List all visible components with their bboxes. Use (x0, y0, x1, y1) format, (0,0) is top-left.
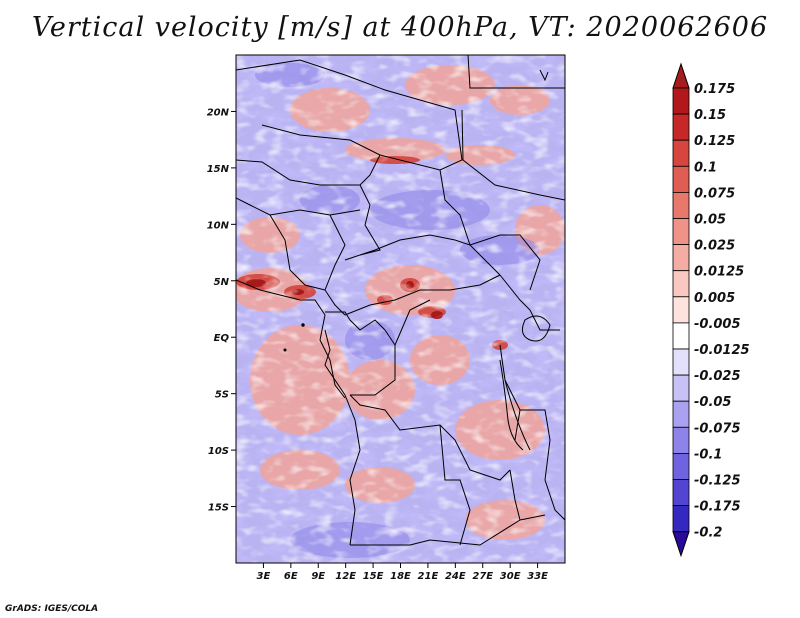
colorbar-swatch (672, 270, 690, 298)
colorbar-label: 0.0125 (694, 265, 744, 280)
colorbar-swatch (672, 400, 690, 428)
longitude-axis: 3E 6E 9E 12E 15E 18E 21E 24E 27E 30E 33E (257, 563, 548, 582)
colorbar-label: -0.025 (694, 369, 741, 384)
colorbar: 0.175 0.15 0.125 0.1 0.075 0.05 0.025 0.0125 0.0… (672, 62, 750, 558)
colorbar-top-arrow (672, 62, 690, 89)
lat-tick-label: 10N (207, 220, 230, 231)
lat-tick-label: EQ (214, 333, 230, 344)
lon-tick-label: 27E (472, 571, 493, 582)
lat-tick-label: 20N (207, 107, 230, 118)
colorbar-label: -0.175 (694, 500, 741, 515)
colorbar-label: -0.2 (694, 526, 722, 541)
colorbar-swatch (672, 218, 690, 246)
lon-tick-label: 18E (390, 571, 411, 582)
colorbar-label: 0.175 (694, 82, 735, 97)
colorbar-label: 0.1 (694, 160, 717, 175)
colorbar-swatch (672, 139, 690, 167)
lon-tick-label: 6E (284, 571, 298, 582)
colorbar-swatch (672, 113, 690, 141)
colorbar-swatch (672, 244, 690, 272)
colorbar-label: -0.125 (694, 474, 741, 489)
colorbar-label: 0.125 (694, 134, 735, 149)
lat-tick-label: 5N (214, 277, 230, 288)
colorbar-swatch (672, 322, 690, 350)
lon-tick-label: 12E (335, 571, 356, 582)
colorbar-swatch (672, 479, 690, 507)
colorbar-swatch (672, 348, 690, 376)
colorbar-swatch (672, 87, 690, 115)
colorbar-label: 0.05 (694, 213, 726, 228)
lon-tick-label: 9E (311, 571, 325, 582)
colorbar-swatch (672, 505, 690, 533)
colorbar-label: 0.005 (694, 291, 735, 306)
lon-tick-label: 15E (363, 571, 384, 582)
colorbar-swatch (672, 165, 690, 193)
colorbar-label: -0.05 (694, 395, 731, 410)
lon-tick-label: 24E (445, 571, 466, 582)
colorbar-label: 0.075 (694, 186, 735, 201)
colorbar-label: -0.075 (694, 421, 741, 436)
colorbar-swatch (672, 426, 690, 454)
lat-tick-label: 10S (208, 446, 229, 457)
colorbar-label: 0.15 (694, 108, 726, 123)
chart-title: Vertical velocity [m/s] at 400hPa, VT: 2… (31, 12, 769, 43)
colorbar-label: -0.0125 (694, 343, 750, 358)
colorbar-label: -0.1 (694, 447, 722, 462)
latitude-axis: 20N 15N 10N 5N EQ 5S 10S 15S (207, 107, 236, 514)
lon-tick-label: 3E (257, 571, 271, 582)
lat-tick-label: 5S (215, 390, 229, 401)
colorbar-swatch (672, 296, 690, 324)
colorbar-label: 0.025 (694, 239, 735, 254)
colorbar-swatch (672, 191, 690, 219)
lat-tick-label: 15N (207, 164, 230, 175)
lat-tick-label: 15S (208, 503, 229, 514)
colorbar-swatch (672, 374, 690, 402)
lon-tick-label: 21E (418, 571, 439, 582)
lon-tick-label: 30E (500, 571, 521, 582)
colorbar-label: -0.005 (694, 317, 741, 332)
colorbar-bottom-arrow (672, 531, 690, 558)
velocity-field (236, 55, 565, 563)
colorbar-swatch (672, 452, 690, 480)
lon-tick-label: 33E (527, 571, 548, 582)
credit-label: GrADS: IGES/COLA (5, 604, 99, 614)
